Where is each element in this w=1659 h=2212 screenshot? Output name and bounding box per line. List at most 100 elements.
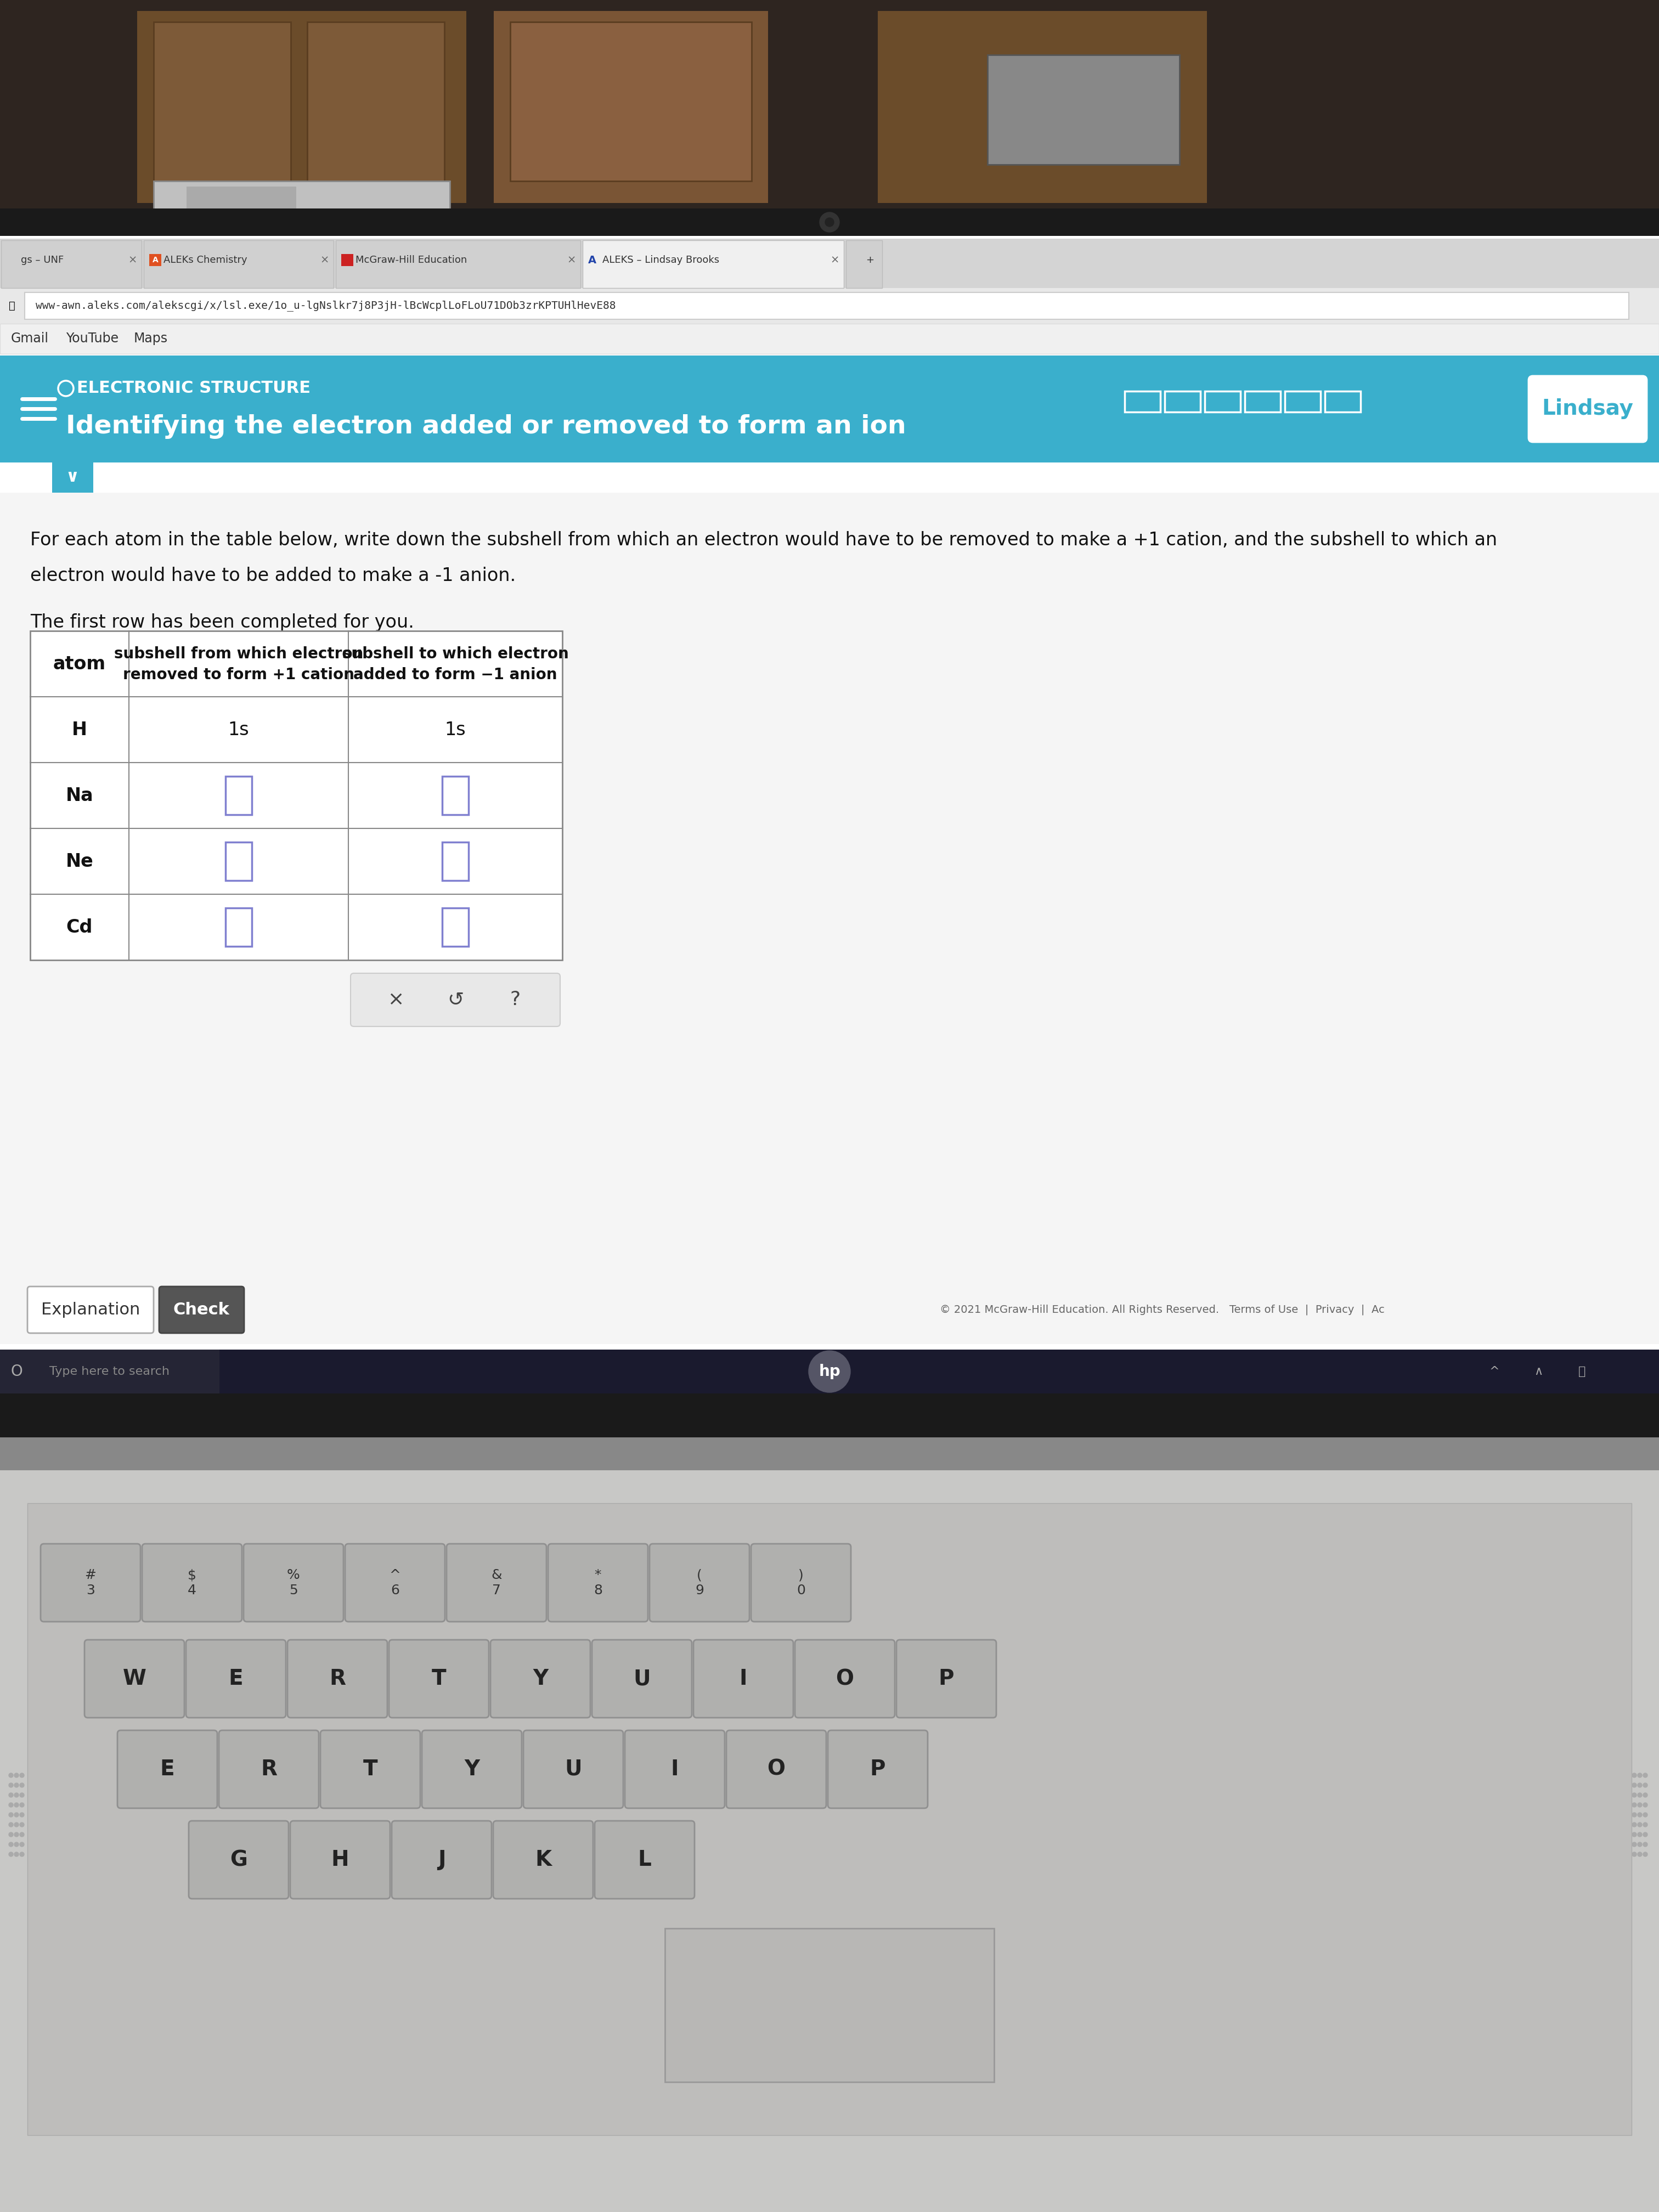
Bar [0,1438,1659,1471]
Text: O: O [836,1668,854,1690]
Circle shape [1632,1774,1636,1778]
Circle shape [8,1803,13,1807]
Circle shape [20,1832,25,1836]
FancyBboxPatch shape [244,1544,343,1621]
FancyBboxPatch shape [118,1730,217,1807]
Bar [443,776,468,814]
Text: Y: Y [465,1759,479,1781]
Circle shape [20,1774,25,1778]
Text: YouTube: YouTube [66,332,118,345]
Circle shape [1642,1851,1647,1856]
Circle shape [20,1812,25,1816]
Text: U: U [564,1759,582,1781]
Circle shape [8,1832,13,1836]
Bar [154,22,290,181]
Circle shape [1637,1803,1642,1807]
Bar [0,239,1659,288]
Circle shape [1632,1832,1636,1836]
Circle shape [15,1812,18,1816]
FancyBboxPatch shape [547,1544,649,1621]
Circle shape [1642,1803,1647,1807]
Text: Identifying the electron added or removed to form an ion: Identifying the electron added or remove… [66,414,906,440]
Circle shape [8,1774,13,1778]
Bar [0,1394,1659,1438]
Text: ↺: ↺ [446,991,463,1009]
Bar [443,843,468,880]
Text: A: A [153,257,158,263]
Circle shape [1637,1823,1642,1827]
Circle shape [1632,1851,1636,1856]
Bar [0,237,1659,1394]
Bar [226,776,252,814]
Circle shape [1642,1832,1647,1836]
Circle shape [1642,1783,1647,1787]
FancyBboxPatch shape [290,1820,390,1898]
Text: P: P [869,1759,886,1781]
FancyBboxPatch shape [493,1820,592,1898]
Text: E: E [229,1668,244,1690]
Text: Gmail: Gmail [12,332,48,345]
Text: G: G [231,1849,247,1869]
Text: McGraw-Hill Education: McGraw-Hill Education [355,254,469,265]
Circle shape [1632,1794,1636,1796]
Bar [494,11,768,204]
Bar [51,462,93,493]
Circle shape [8,1794,13,1796]
Bar [226,843,252,880]
Bar [335,241,581,288]
Bar [154,181,450,230]
Circle shape [1642,1774,1647,1778]
Text: W: W [123,1668,146,1690]
Bar [0,356,1659,462]
Circle shape [8,1851,13,1856]
Bar [3,290,22,321]
Text: J: J [438,1849,446,1869]
FancyBboxPatch shape [388,1639,489,1719]
FancyBboxPatch shape [40,1544,141,1621]
Text: %
5: % 5 [287,1568,300,1597]
Text: ALEKS – Lindsay Brooks: ALEKS – Lindsay Brooks [602,254,720,265]
Circle shape [15,1832,18,1836]
Text: *
8: * 8 [594,1568,602,1597]
Text: ELECTRONIC STRUCTURE: ELECTRONIC STRUCTURE [76,380,310,396]
Text: ^: ^ [1490,1367,1500,1378]
FancyBboxPatch shape [727,1730,826,1807]
Text: P: P [939,1668,954,1690]
Text: added to form −1 anion: added to form −1 anion [353,668,557,684]
Bar [149,254,161,265]
Text: 🔒: 🔒 [8,301,15,312]
FancyBboxPatch shape [752,1544,851,1621]
FancyBboxPatch shape [189,1820,289,1898]
Circle shape [8,1783,13,1787]
Circle shape [15,1783,18,1787]
FancyBboxPatch shape [1528,376,1647,442]
Text: L: L [637,1849,652,1869]
Text: U: U [634,1668,650,1690]
FancyBboxPatch shape [594,1820,695,1898]
Text: #
3: # 3 [85,1568,96,1597]
Text: 🔊: 🔊 [1578,1367,1586,1378]
Text: ∧: ∧ [1535,1367,1543,1378]
Text: O: O [766,1759,785,1781]
Bar [186,186,297,219]
Circle shape [1632,1783,1636,1787]
Circle shape [20,1783,25,1787]
FancyBboxPatch shape [392,1820,491,1898]
Text: Maps: Maps [134,332,168,345]
Text: subshell to which electron: subshell to which electron [342,646,569,661]
Bar [144,241,333,288]
Bar [1204,392,1241,411]
Circle shape [20,1851,25,1856]
Text: &
7: & 7 [491,1568,501,1597]
Circle shape [15,1803,18,1807]
Bar [0,493,1659,1345]
Text: Ne: Ne [66,852,93,869]
Text: $
4: $ 4 [187,1568,196,1597]
Text: subshell from which electron: subshell from which electron [114,646,363,661]
FancyBboxPatch shape [446,1544,546,1621]
Bar [0,1349,219,1394]
Text: ∨: ∨ [66,469,80,484]
Circle shape [825,217,834,226]
FancyBboxPatch shape [345,1544,445,1621]
FancyBboxPatch shape [828,1730,927,1807]
